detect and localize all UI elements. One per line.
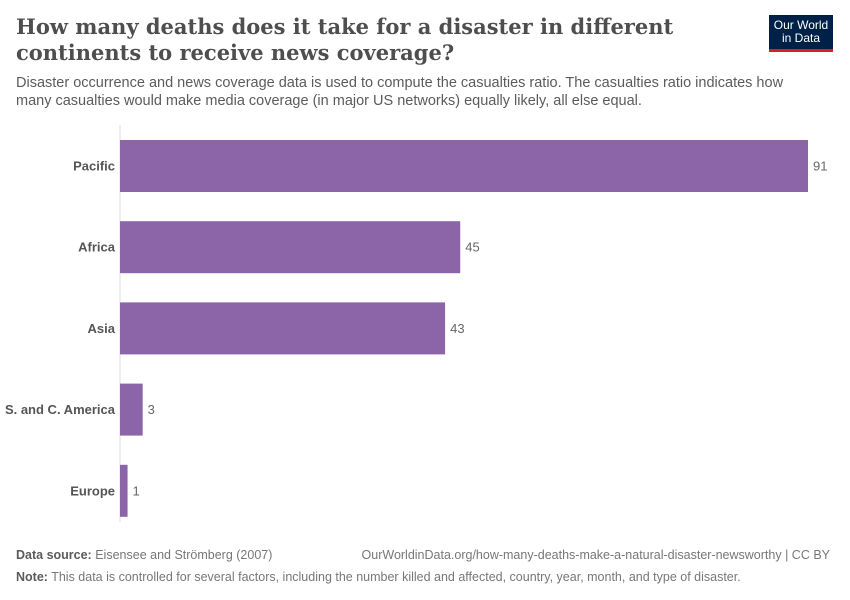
bar (120, 221, 461, 274)
data-label: 43 (450, 321, 464, 336)
source-text[interactable]: Eisensee and Strömberg (2007) (95, 548, 273, 562)
logo-line-2: in Data (781, 31, 821, 45)
bar (120, 464, 128, 517)
data-label: 45 (465, 240, 479, 255)
category-label: Europe (70, 483, 115, 498)
data-label: 3 (148, 402, 155, 417)
source-label: Data source: (16, 548, 92, 562)
bar (120, 383, 143, 436)
chart-subtitle: Disaster occurrence and news coverage da… (16, 75, 784, 109)
data-label: 1 (133, 483, 140, 498)
note-label: Note: (16, 570, 48, 584)
source-url[interactable]: OurWorldinData.org/how-many-deaths-make-… (361, 548, 830, 562)
category-label: Pacific (73, 159, 115, 174)
category-label: Asia (88, 321, 116, 336)
note: Note: This data is controlled for severa… (16, 570, 741, 584)
chart-title: How many deaths does it take for a disas… (16, 14, 674, 65)
owid-logo[interactable]: Our World in Data (769, 15, 833, 52)
data-source: Data source: Eisensee and Strömberg (200… (16, 548, 272, 562)
bar-chart: Pacific 91 Africa 45 Asia 43 S. and C. America… (5, 125, 827, 522)
logo-line-1: Our World (773, 18, 829, 32)
category-label: S. and C. America (5, 402, 116, 417)
data-label: 91 (813, 159, 827, 174)
category-label: Africa (78, 240, 116, 255)
bar (120, 140, 808, 192)
bar (120, 302, 446, 355)
note-text: This data is controlled for several fact… (51, 570, 741, 584)
